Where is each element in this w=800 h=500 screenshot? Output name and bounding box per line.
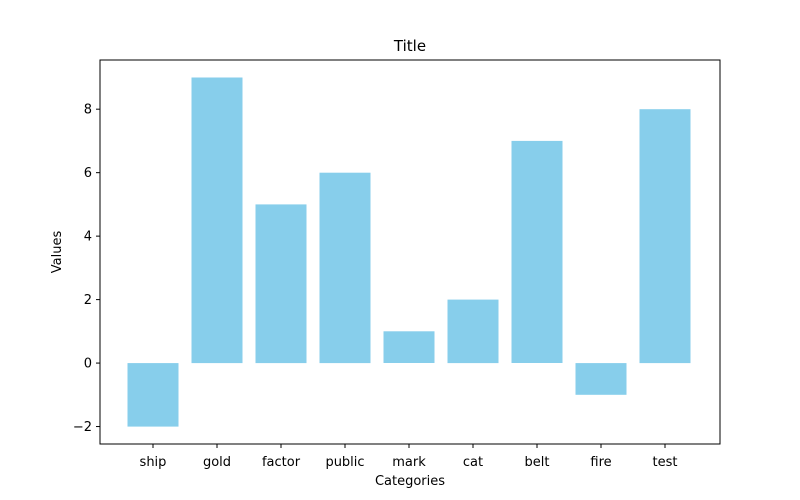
y-tick-label: 2	[84, 293, 92, 308]
bars-group	[127, 77, 691, 427]
x-tick-label: belt	[525, 455, 550, 470]
y-tick-label: −2	[73, 420, 92, 435]
bar-belt	[511, 140, 563, 363]
bar-ship	[127, 363, 179, 427]
bar-test	[639, 109, 691, 364]
y-tick-label: 4	[84, 230, 92, 245]
bar-cat	[447, 299, 499, 364]
y-tick-label: 8	[84, 103, 92, 118]
x-axis: ship gold factor public mark cat belt fire test	[140, 444, 678, 470]
bar-public	[319, 172, 371, 364]
x-tick-label: test	[653, 455, 678, 470]
x-tick-label: mark	[392, 455, 426, 470]
y-axis: −2 0 2 4 6 8	[73, 103, 100, 435]
x-tick-label: cat	[463, 455, 483, 470]
x-tick-label: fire	[590, 455, 611, 470]
x-tick-label: ship	[140, 455, 167, 470]
bar-mark	[383, 331, 435, 363]
y-tick-label: 6	[84, 166, 92, 181]
y-tick-label: 0	[84, 357, 92, 372]
bar-factor	[255, 204, 307, 364]
x-axis-label: Categories	[375, 474, 445, 489]
y-axis-label: Values	[50, 231, 65, 274]
x-tick-label: factor	[262, 455, 301, 470]
bar-fire	[575, 363, 627, 395]
x-tick-label: public	[325, 455, 364, 470]
x-tick-label: gold	[203, 455, 231, 470]
chart-title: Title	[393, 37, 426, 55]
plot-frame	[99, 59, 721, 445]
bar-gold	[191, 77, 243, 364]
